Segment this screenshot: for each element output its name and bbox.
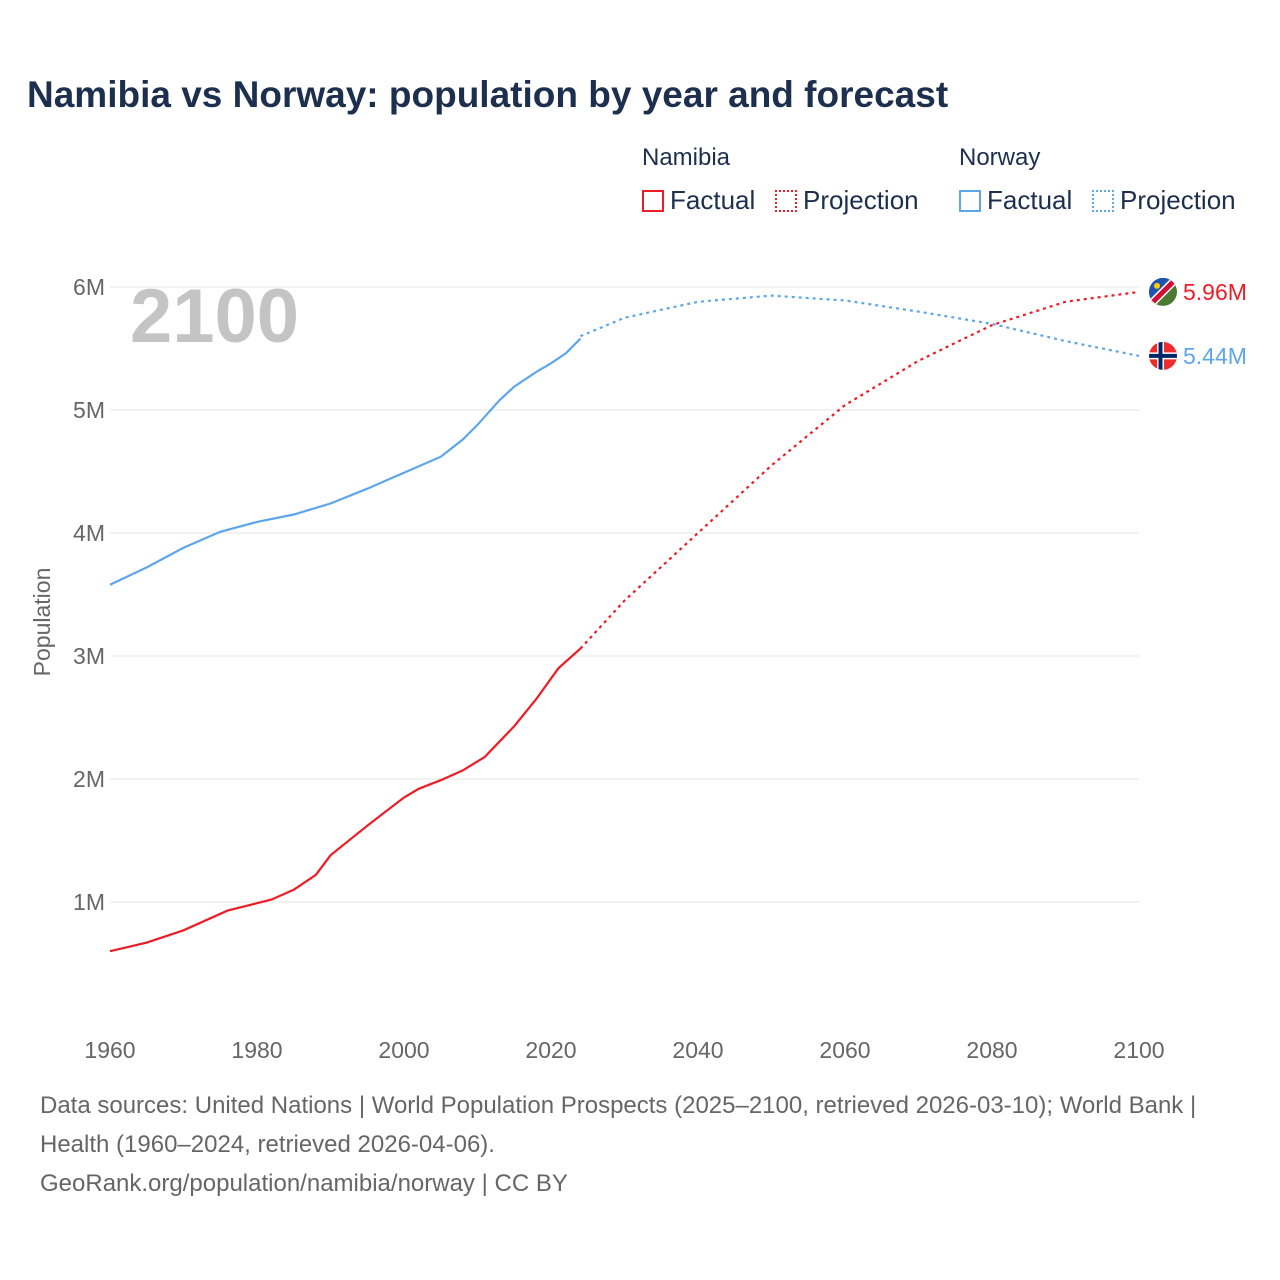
legend-norway-projection[interactable]: Projection [1092,185,1236,216]
legend-norway-factual[interactable]: Factual [959,185,1072,216]
credit-link[interactable]: GeoRank.org/population/namibia/norway | … [40,1170,568,1197]
y-tick-label: 6M [73,274,105,300]
legend-label: Factual [670,185,756,215]
legend-label: Projection [1120,185,1236,215]
data-sources: Data sources: United Nations | World Pop… [40,1092,1197,1158]
y-tick-label: 3M [73,643,105,669]
legend-swatch [642,189,664,212]
x-tick-label: 2100 [1113,1037,1164,1063]
legend-swatch [959,189,981,212]
y-tick-label: 1M [73,889,105,915]
x-tick-label: 2040 [672,1037,723,1063]
x-tick-label: 2080 [966,1037,1017,1063]
footer: Data sources: United Nations | World Pop… [40,1086,1240,1203]
y-tick-label: 5M [73,397,105,423]
y-axis-label: Population [29,568,55,677]
norway-projection-line [579,294,1140,357]
norway-factual-line [109,337,582,586]
legend-label: Factual [987,185,1073,215]
x-tick-label: 2000 [378,1037,429,1063]
legend-namibia-factual[interactable]: Factual [642,185,755,216]
x-tick-label: 1960 [84,1037,135,1063]
legend-swatch [1092,189,1114,212]
namibia-projection-line [579,290,1140,650]
x-tick-label: 2060 [819,1037,870,1063]
y-tick-label: 4M [73,520,105,546]
x-tick-label: 2020 [525,1037,576,1063]
norway-flag-icon [1149,341,1177,370]
legend-swatch [775,189,797,212]
namibia-flag-icon [1149,277,1177,306]
namibia-factual-line [109,647,582,953]
norway-end-label: 5.44M [1183,343,1247,369]
legend-label: Projection [803,185,919,215]
namibia-end-label: 5.96M [1183,279,1247,305]
y-tick-label: 2M [73,766,105,792]
legend-namibia-projection[interactable]: Projection [775,185,919,216]
year-label: 2100 [130,274,299,359]
chart-title: Namibia vs Norway: population by year an… [27,74,949,115]
x-tick-label: 1980 [231,1037,282,1063]
legend-norway-heading: Norway [959,144,1041,171]
legend-namibia-heading: Namibia [642,144,731,171]
